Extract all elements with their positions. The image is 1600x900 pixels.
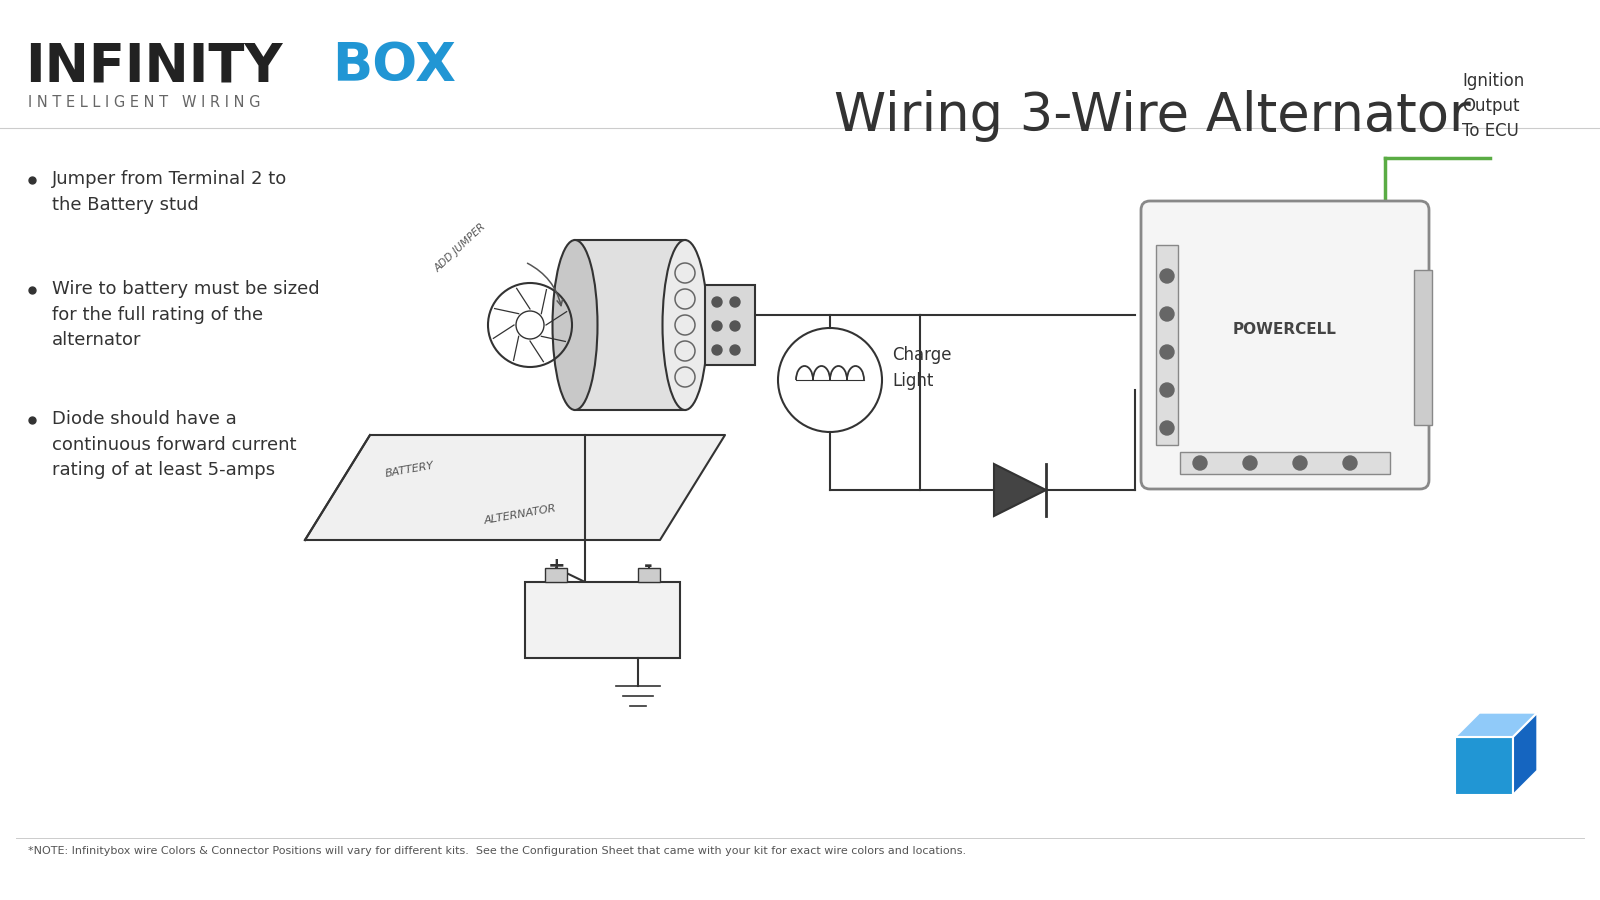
Polygon shape bbox=[994, 464, 1046, 516]
Text: Charge
Light: Charge Light bbox=[893, 346, 952, 390]
Bar bbox=[706, 285, 755, 365]
Circle shape bbox=[712, 345, 722, 355]
Polygon shape bbox=[1514, 713, 1538, 795]
Text: Jumper from Terminal 2 to
the Battery stud: Jumper from Terminal 2 to the Battery st… bbox=[51, 170, 288, 213]
Circle shape bbox=[730, 297, 739, 307]
Text: *NOTE: Infinitybox wire Colors & Connector Positions will vary for different kit: *NOTE: Infinitybox wire Colors & Connect… bbox=[29, 846, 966, 856]
Circle shape bbox=[712, 321, 722, 331]
Bar bbox=[525, 582, 680, 658]
Circle shape bbox=[1160, 307, 1174, 321]
Circle shape bbox=[1160, 345, 1174, 359]
Ellipse shape bbox=[662, 240, 707, 410]
Circle shape bbox=[730, 345, 739, 355]
Polygon shape bbox=[1454, 713, 1538, 737]
Circle shape bbox=[730, 321, 739, 331]
Bar bbox=[546, 568, 566, 582]
Text: BOX: BOX bbox=[333, 40, 456, 92]
Text: ADD JUMPER: ADD JUMPER bbox=[432, 221, 488, 274]
Circle shape bbox=[1293, 456, 1307, 470]
Circle shape bbox=[1160, 269, 1174, 283]
Text: ALTERNATOR: ALTERNATOR bbox=[483, 504, 557, 526]
Polygon shape bbox=[306, 435, 725, 540]
Circle shape bbox=[1342, 456, 1357, 470]
Circle shape bbox=[1194, 456, 1206, 470]
Text: Wire to battery must be sized
for the full rating of the
alternator: Wire to battery must be sized for the fu… bbox=[51, 280, 320, 349]
Bar bbox=[1181, 452, 1390, 474]
Circle shape bbox=[1160, 421, 1174, 435]
Bar bbox=[574, 240, 685, 410]
Text: I N T E L L I G E N T   W I R I N G: I N T E L L I G E N T W I R I N G bbox=[29, 95, 261, 110]
Text: +: + bbox=[549, 556, 566, 576]
Bar bbox=[1414, 270, 1432, 425]
Text: POWERCELL: POWERCELL bbox=[1234, 322, 1338, 338]
Circle shape bbox=[1160, 383, 1174, 397]
Text: Wiring 3-Wire Alternator: Wiring 3-Wire Alternator bbox=[834, 90, 1470, 142]
Polygon shape bbox=[1454, 737, 1514, 795]
Text: BATTERY: BATTERY bbox=[384, 461, 435, 479]
Bar bbox=[638, 568, 661, 582]
Circle shape bbox=[1243, 456, 1258, 470]
Text: INFINITY: INFINITY bbox=[26, 40, 283, 92]
Circle shape bbox=[712, 297, 722, 307]
Text: -: - bbox=[643, 556, 653, 576]
FancyBboxPatch shape bbox=[1141, 201, 1429, 489]
Bar bbox=[1155, 245, 1178, 445]
Text: Ignition
Output
To ECU: Ignition Output To ECU bbox=[1462, 72, 1525, 140]
Text: Diode should have a
continuous forward current
rating of at least 5-amps: Diode should have a continuous forward c… bbox=[51, 410, 296, 480]
Ellipse shape bbox=[552, 240, 597, 410]
